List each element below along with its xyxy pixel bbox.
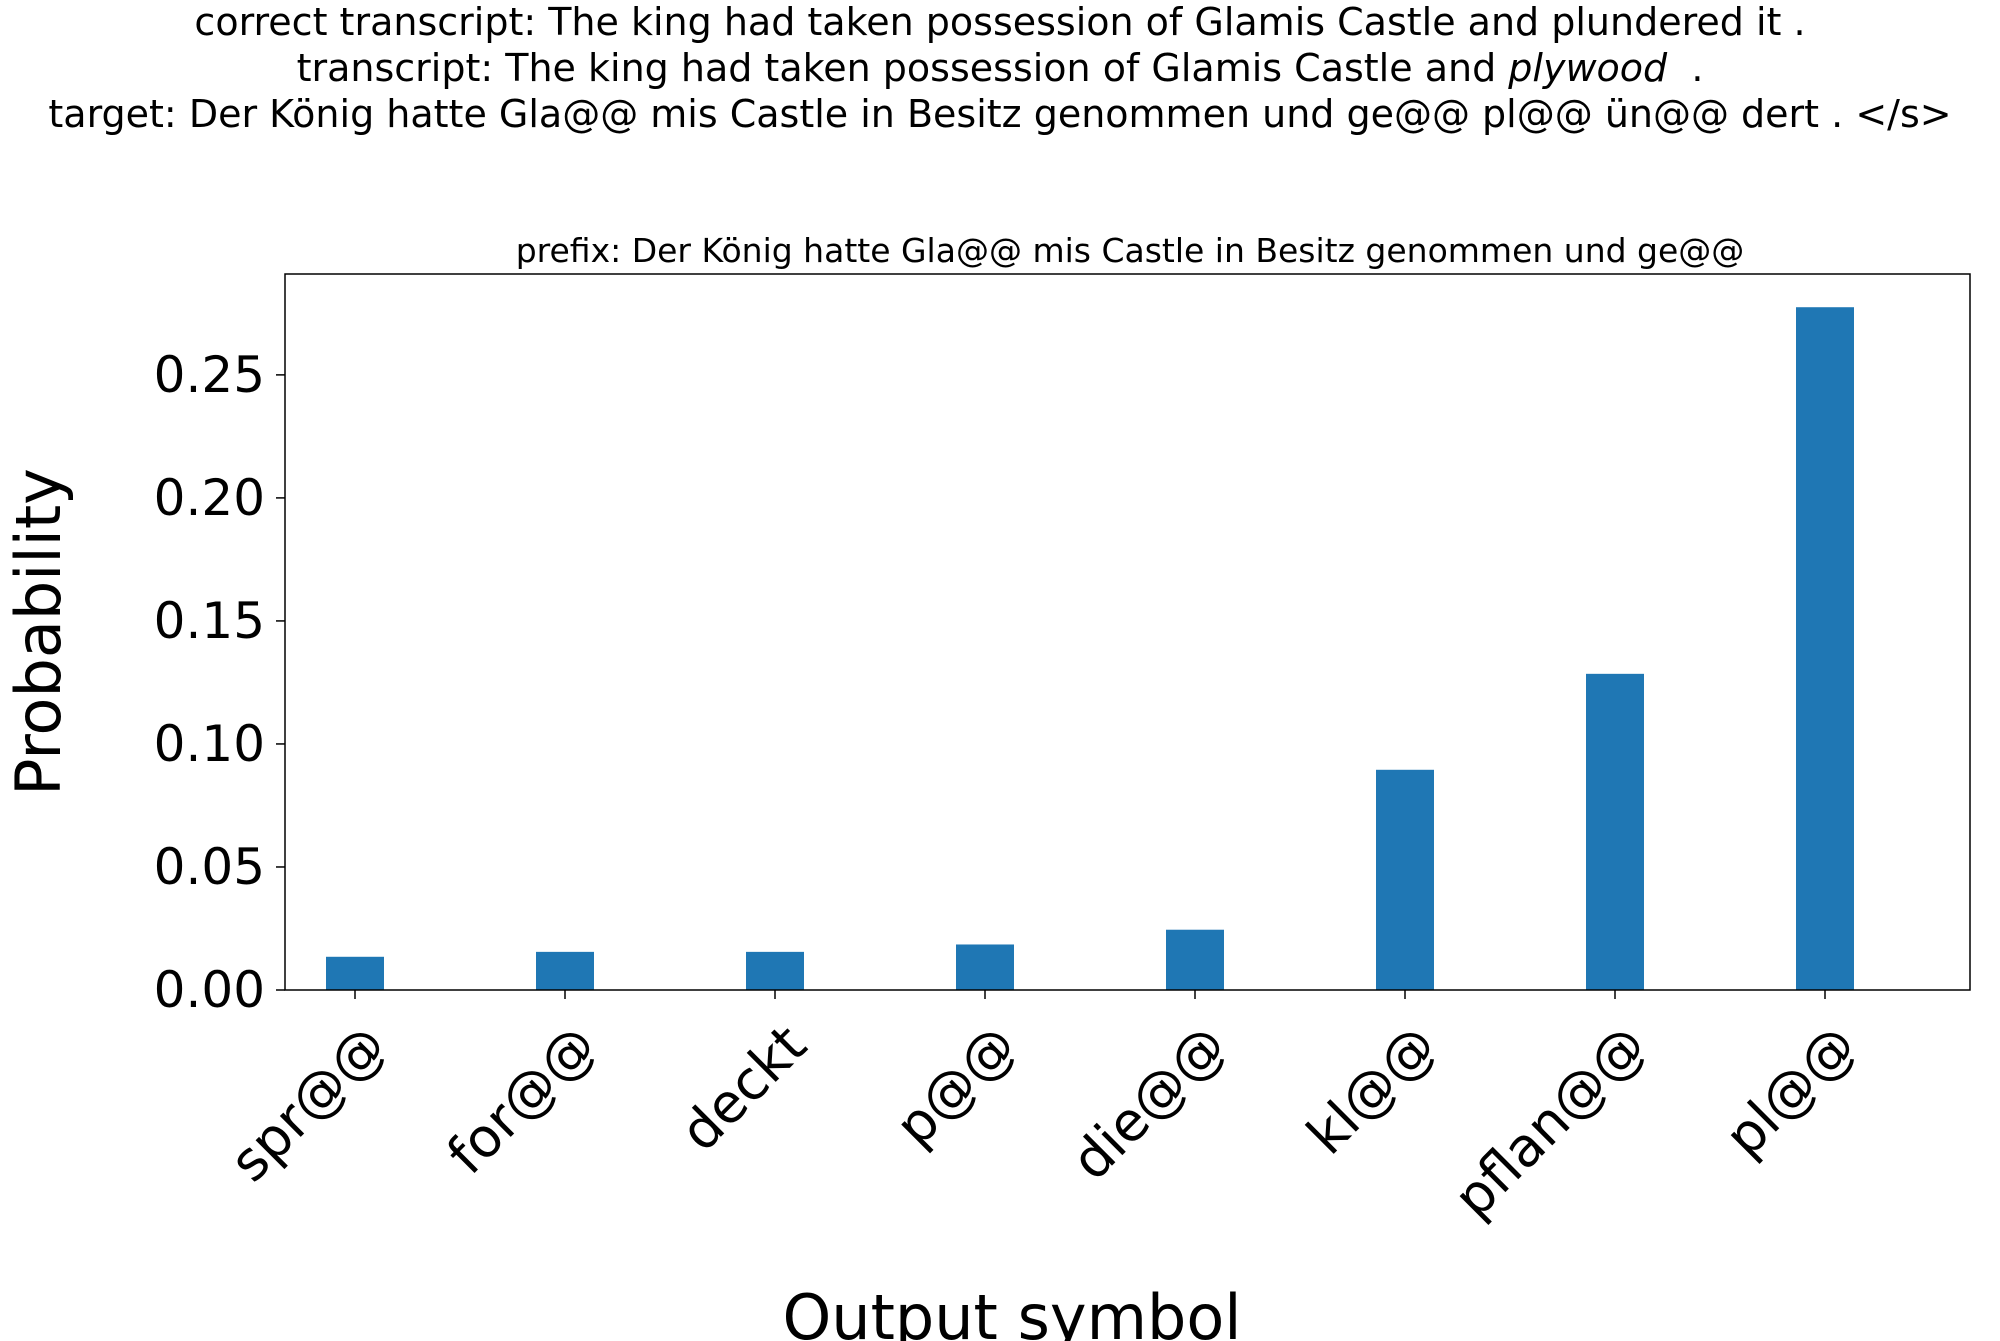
bar-die@@ [1166,929,1224,990]
bar-for@@ [536,951,594,990]
y-tick-label: 0.05 [154,838,265,896]
y-axis-label: Probability [2,468,75,796]
target-text: target: Der König hatte Gla@@ mis Castle… [48,92,1952,136]
bar-spr@@ [326,956,384,990]
correct-transcript-text: correct transcript: The king had taken p… [194,0,1806,44]
chart-title: prefix: Der König hatte Gla@@ mis Castle… [516,231,1745,270]
y-tick-label: 0.15 [154,592,265,650]
x-tick-label: pl@@ [1713,1013,1869,1169]
x-tick-label: spr@@ [218,1013,399,1194]
y-tick-label: 0.10 [154,715,265,773]
bar-pflan@@ [1586,673,1644,990]
y-tick-label: 0.25 [154,346,265,404]
bar-p@@ [956,944,1014,990]
y-tick-label: 0.00 [154,961,265,1019]
x-tick-label: p@@ [883,1013,1028,1158]
x-axis-label: Output symbol [783,1281,1242,1341]
transcript-text: transcript: The king had taken possessio… [0,46,2000,90]
bars-layer [326,307,1854,990]
transcript-emphasis: plywood [1508,46,1668,90]
x-axis: spr@@ for@@ deckt p@@ die@@ kl@@pflan@@ pl@@ [218,990,1869,1230]
x-tick-label: deckt [668,1013,818,1163]
y-tick-label: 0.20 [154,469,265,527]
transcript-prefix: transcript: The king had taken possessio… [296,46,1509,90]
x-tick-label: die@@ [1059,1013,1238,1192]
bar-kl@@ [1376,769,1434,990]
y-axis: 0.00 0.05 0.10 0.15 0.20 0.25 [154,346,285,1019]
transcript-suffix: . [1667,46,1704,90]
x-tick-label: kl@@ [1295,1013,1449,1167]
plot-frame [284,273,1971,991]
x-tick-label: pflan@@ [1442,1013,1659,1230]
bar-pl@@ [1796,307,1854,990]
bar-deckt [746,951,804,990]
x-tick-label: for@@ [435,1013,608,1186]
